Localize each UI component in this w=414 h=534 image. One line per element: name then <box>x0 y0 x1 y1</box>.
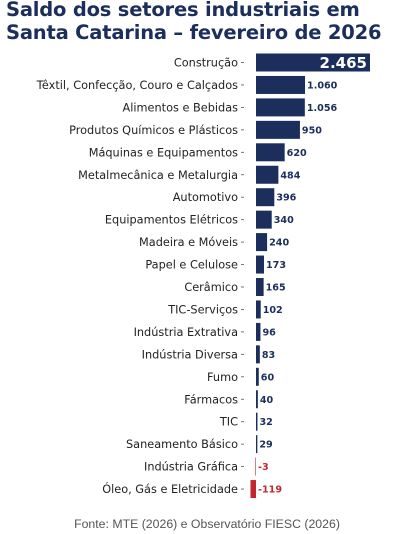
category-label: Metalmecânica e Metalurgia <box>78 169 238 182</box>
category-label: Cerâmico <box>184 281 238 294</box>
bar <box>256 120 300 139</box>
data-label: 620 <box>287 148 307 159</box>
bar <box>256 345 260 364</box>
bar <box>256 143 285 162</box>
chart-title: Saldo dos setores industriais em Santa C… <box>6 0 382 44</box>
bar <box>255 457 256 476</box>
data-label: -3 <box>258 462 269 473</box>
category-label: Têxtil, Confecção, Couro e Calçados <box>36 79 239 92</box>
bar <box>250 480 256 499</box>
bar <box>256 367 259 386</box>
data-label: 2.465 <box>320 54 367 72</box>
category-label: Construção <box>174 57 238 70</box>
data-label: -119 <box>258 485 282 496</box>
category-label: TIC-Serviços <box>167 303 238 316</box>
bar <box>256 165 279 184</box>
bar <box>256 300 261 319</box>
category-label: Equipamentos Elétricos <box>105 214 238 227</box>
bar <box>256 188 275 207</box>
bar <box>256 98 305 117</box>
bar <box>256 255 265 274</box>
category-label: Alimentos e Bebidas <box>123 101 239 114</box>
category-label: Indústria Extrativa <box>134 326 238 339</box>
bar <box>256 233 268 252</box>
data-label: 165 <box>266 283 286 294</box>
data-label: 173 <box>266 260 286 271</box>
data-label: 484 <box>280 170 300 181</box>
bar-chart: Construção 2.465 Têxtil, Confecção, Couro … <box>36 53 370 499</box>
bar <box>256 322 261 341</box>
data-label: 240 <box>269 238 289 249</box>
data-label: 83 <box>262 350 275 361</box>
data-label: 96 <box>262 327 276 338</box>
bar <box>256 75 306 94</box>
bar <box>256 210 272 229</box>
data-label: 396 <box>276 193 296 204</box>
data-label: 340 <box>274 215 294 226</box>
data-label: 60 <box>261 372 275 383</box>
bar <box>256 278 264 296</box>
category-label: Máquinas e Equipamentos <box>89 146 238 159</box>
category-label: Fumo <box>207 371 238 384</box>
category-label: Saneamento Básico <box>126 438 238 451</box>
data-label: 40 <box>260 395 274 406</box>
bar <box>256 435 258 454</box>
data-label: 29 <box>259 440 273 451</box>
data-label: 1.060 <box>307 80 338 91</box>
bar <box>256 53 370 72</box>
bar <box>256 390 258 409</box>
category-label: TIC <box>219 416 238 429</box>
category-label: Indústria Gráfica <box>144 461 238 474</box>
data-label: 32 <box>259 417 272 428</box>
category-label: Madeira e Móveis <box>139 236 238 249</box>
source-note: Fonte: MTE (2026) e Observatório FIESC (… <box>74 517 340 531</box>
category-label: Indústria Diversa <box>142 348 238 361</box>
category-label: Automotivo <box>173 191 238 204</box>
data-label: 102 <box>263 305 283 316</box>
category-label: Produtos Químicos e Plásticos <box>69 124 238 137</box>
category-label: Papel e Celulose <box>145 259 238 272</box>
category-label: Fármacos <box>184 393 238 406</box>
data-label: 950 <box>302 125 322 136</box>
bar <box>256 412 258 431</box>
category-label: Óleo, Gás e Eletricidade <box>102 483 238 496</box>
data-label: 1.056 <box>307 103 338 114</box>
